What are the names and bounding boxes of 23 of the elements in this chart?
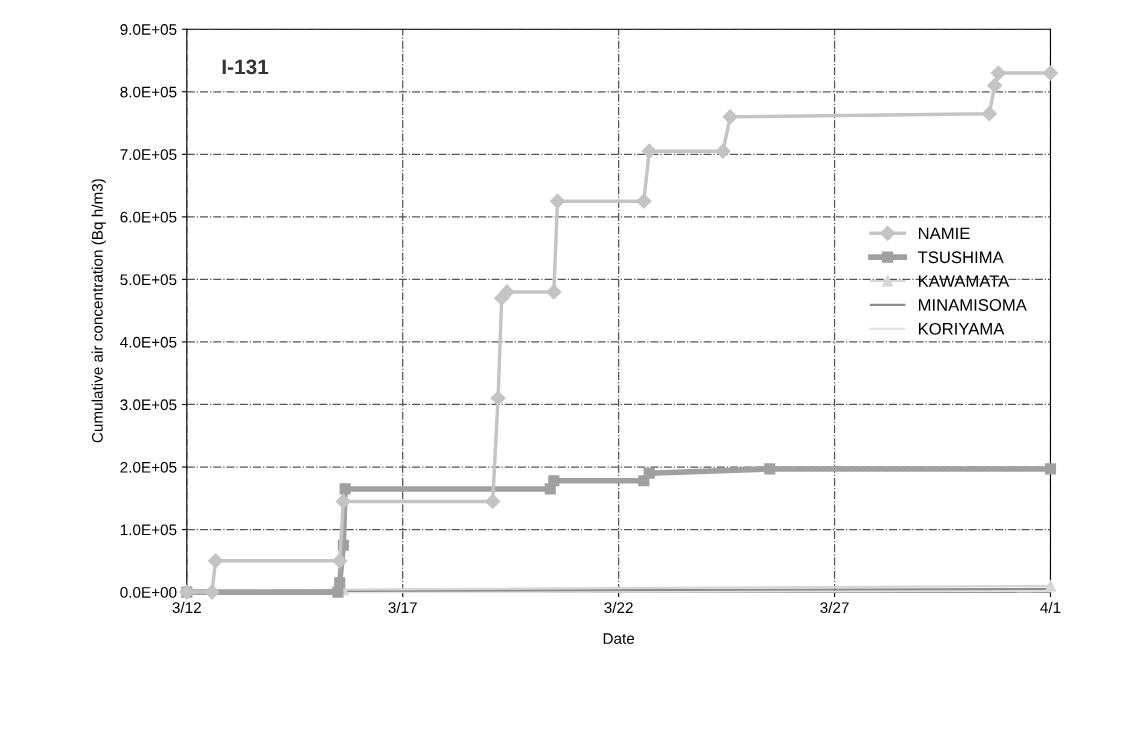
legend-label: KORIYAMA: [918, 322, 1005, 335]
x-tick-label: 3/27: [820, 601, 849, 614]
y-tick-label: 1.0E+05: [120, 524, 177, 536]
y-tick-label: 0.0E+00: [120, 586, 177, 598]
y-axis-title: Cumulative air concentration (Bq h/m3): [91, 179, 106, 443]
legend-label: MINAMISOMA: [918, 299, 1027, 311]
legend-label: KAWAMATA: [918, 275, 1010, 287]
y-tick-label: 8.0E+05: [120, 86, 177, 98]
x-tick-label: 4/1: [1040, 601, 1061, 614]
y-tick-label: 2.0E+05: [120, 461, 177, 473]
y-tick-label: 3.0E+05: [120, 399, 177, 411]
y-tick-label: 5.0E+05: [120, 274, 177, 286]
y-tick-label: 7.0E+05: [120, 149, 177, 161]
annotation: I-131: [222, 59, 269, 75]
y-tick-label: 4.0E+05: [120, 336, 177, 348]
x-tick-label: 3/17: [388, 601, 417, 614]
y-tick-label: 9.0E+05: [120, 24, 177, 35]
x-tick-label: 3/12: [172, 601, 201, 614]
legend-label: TSUSHIMA: [917, 251, 1004, 264]
x-tick-label: 3/22: [604, 601, 633, 614]
x-axis-title: Date: [603, 633, 635, 644]
y-tick-label: 6.0E+05: [120, 211, 177, 223]
legend-label: NAMIE: [918, 227, 970, 240]
